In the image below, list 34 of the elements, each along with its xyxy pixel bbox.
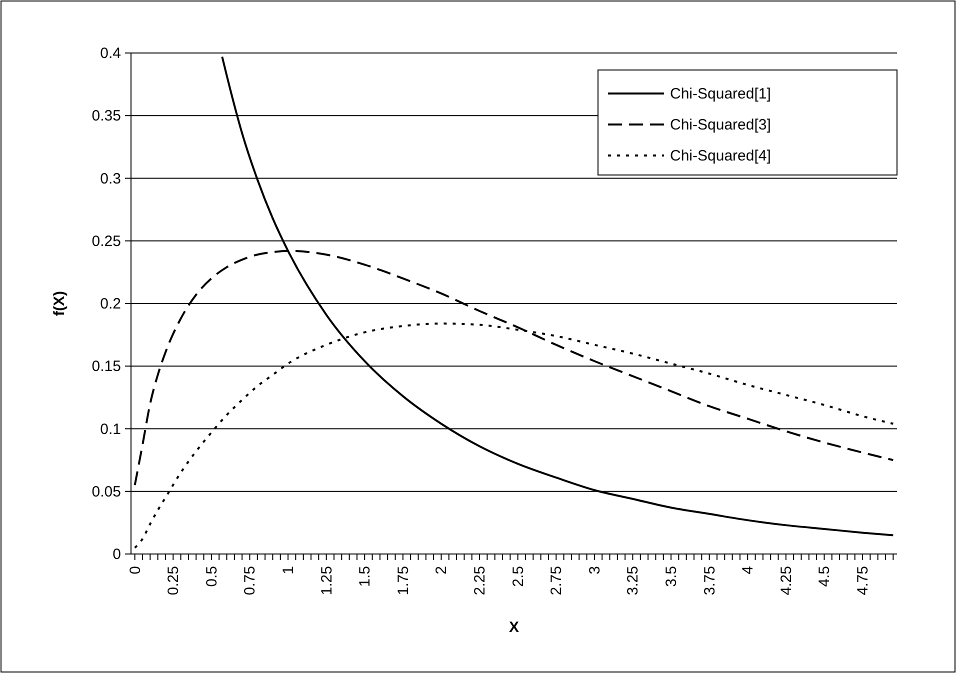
- x-tick-label: 2.75: [548, 566, 566, 596]
- x-tick-label: 4.5: [816, 566, 834, 587]
- x-tick-label: 0.75: [242, 566, 259, 596]
- x-tick-label: 4.75: [854, 566, 872, 596]
- x-tick-label: 3.25: [624, 566, 642, 596]
- x-tick-label: 2.5: [510, 566, 527, 587]
- x-tick-label: 1.5: [356, 566, 374, 587]
- y-tick-label: 0.15: [92, 358, 121, 376]
- y-tick-label: 0.3: [100, 170, 121, 188]
- y-tick-label: 0.4: [100, 45, 121, 62]
- x-tick-label: 1: [280, 566, 298, 574]
- x-tick-label: 0: [126, 566, 144, 574]
- x-tick-label: 4.25: [778, 566, 795, 596]
- y-axis-title: f(X): [51, 291, 68, 316]
- y-tick-label: 0.05: [92, 483, 121, 500]
- x-tick-label: 0.25: [165, 566, 182, 596]
- legend-label: Chi-Squared[1]: [670, 86, 771, 102]
- x-tick-label: 1.75: [394, 566, 412, 596]
- y-tick-label: 0.2: [100, 296, 121, 312]
- x-tick-label: 3: [586, 566, 604, 574]
- legend-label: Chi-Squared[3]: [670, 116, 771, 134]
- x-tick-label: 1.25: [318, 566, 336, 596]
- legend-label: Chi-Squared[4]: [670, 148, 771, 164]
- x-tick-label: 0.5: [203, 566, 220, 587]
- y-tick-label: 0.25: [92, 232, 121, 250]
- y-tick-label: 0: [112, 546, 121, 563]
- x-axis-title: X: [508, 619, 520, 636]
- x-tick-label: 2.25: [472, 566, 489, 596]
- y-tick-label: 0.1: [100, 420, 121, 438]
- x-tick-label: 3.75: [701, 566, 718, 596]
- x-tick-label: 2: [433, 566, 450, 574]
- x-tick-label: 3.5: [663, 566, 680, 587]
- y-tick-label: 0.35: [92, 108, 121, 125]
- x-tick-label: 4: [740, 566, 757, 574]
